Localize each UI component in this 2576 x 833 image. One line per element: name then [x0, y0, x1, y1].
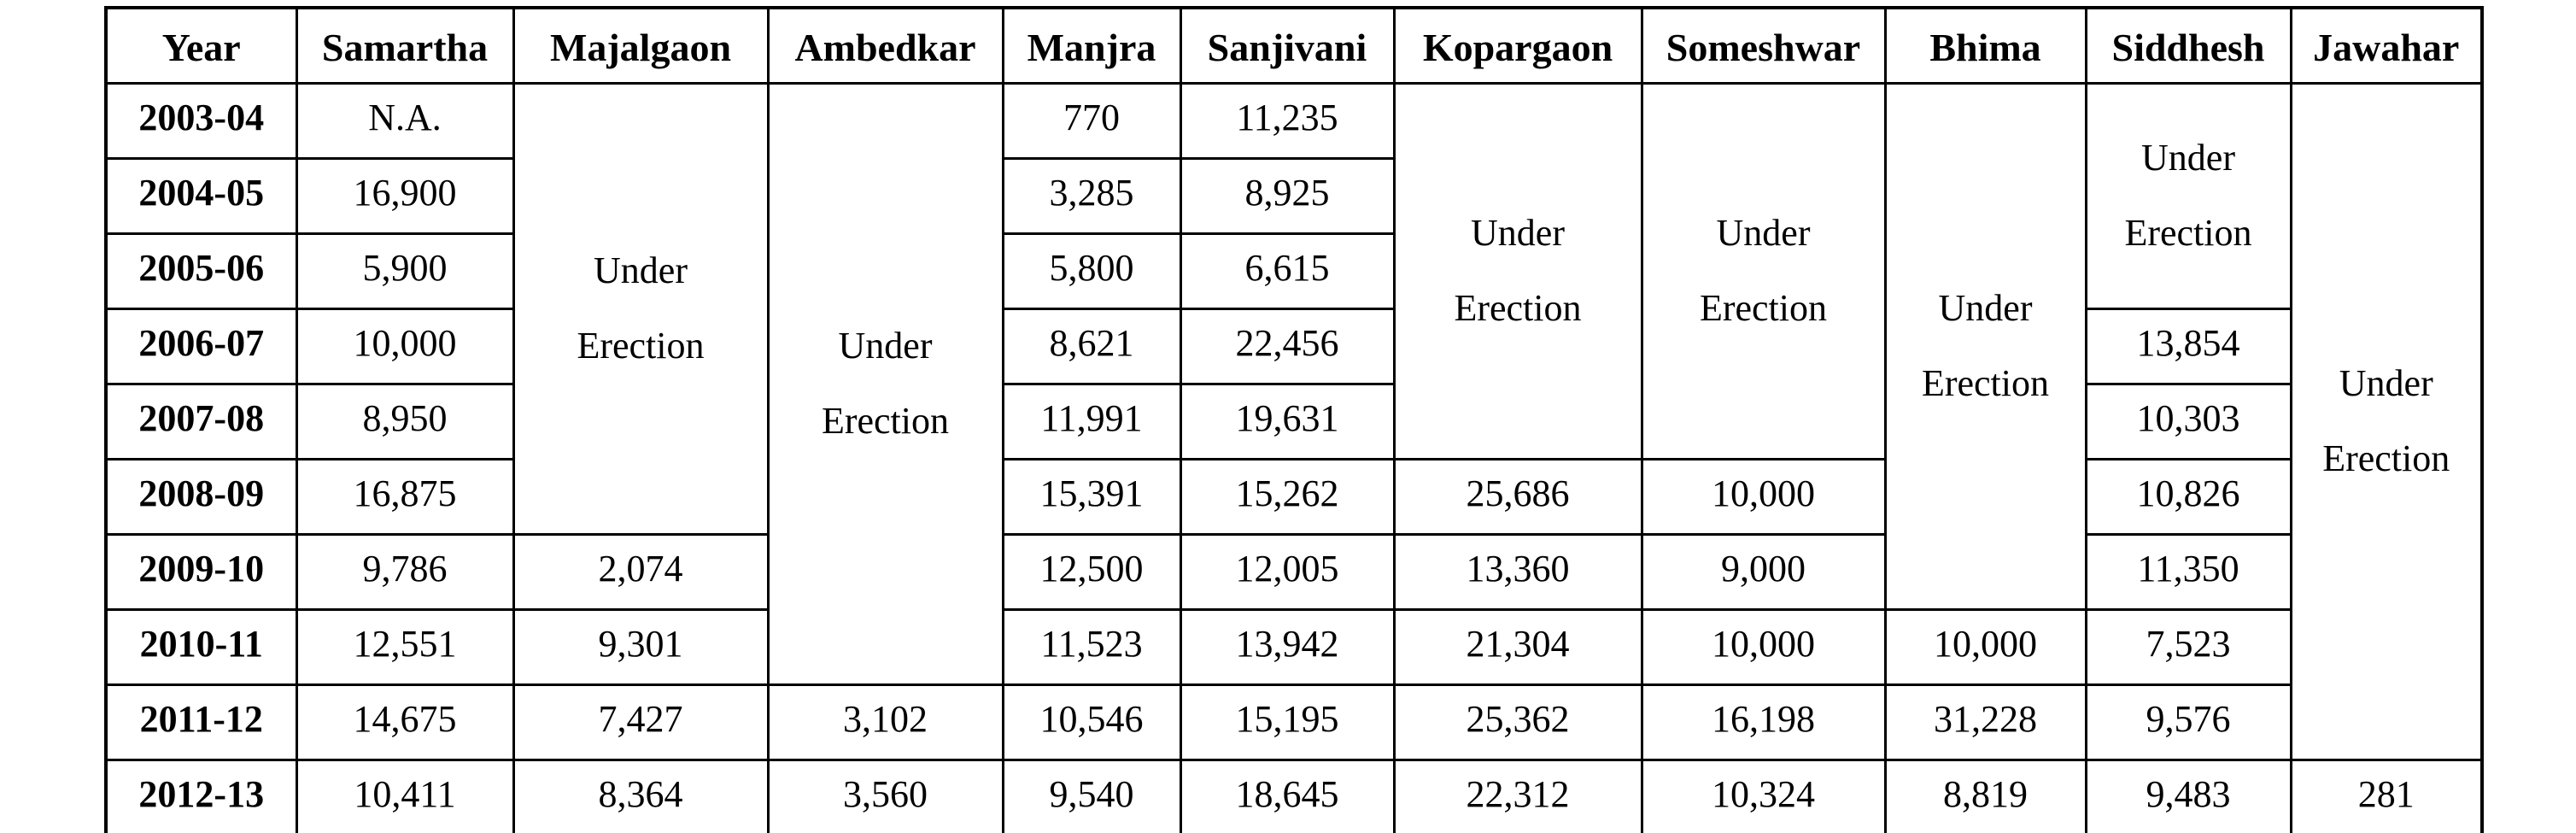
table-cell: 11,350 — [2084, 532, 2292, 611]
table-cell: 10,826 — [2084, 457, 2292, 536]
col-header-siddhesh: Siddhesh — [2084, 6, 2292, 85]
table-row: 2006-07 10,000 8,621 22,456 13,854 — [104, 307, 2482, 385]
col-header-sanjivani: Sanjivani — [1179, 6, 1396, 85]
table-cell: 9,540 — [1001, 758, 1182, 833]
table-row: 2004-05 16,900 3,285 8,925 — [104, 156, 2482, 235]
col-header-jawahar: Jawahar — [2289, 6, 2484, 85]
year-cell: 2011-12 — [104, 683, 298, 761]
table-cell: 10,000 — [1640, 457, 1887, 536]
table-row: 2005-06 5,900 5,800 6,615 — [104, 232, 2482, 310]
table-cell: 6,615 — [1179, 232, 1396, 310]
table-cell: 7,523 — [2084, 607, 2292, 686]
table-cell: 15,262 — [1179, 457, 1396, 536]
table-cell: 3,285 — [1001, 156, 1182, 235]
table-cell: 25,362 — [1392, 683, 1643, 761]
sugar-factories-year-table: Year Samartha Majalgaon Ambedkar Manjra … — [104, 6, 2484, 833]
table-row: 2009-10 9,786 2,074 12,500 12,005 13,360… — [104, 532, 2482, 611]
table-cell: 8,819 — [1883, 758, 2087, 833]
table-cell: 10,324 — [1640, 758, 1887, 833]
table-cell: 8,621 — [1001, 307, 1182, 385]
merged-cell-ambedkar-under-erection: Under Erection — [766, 81, 1004, 686]
table-row: 2003-04 N.A. Under Erection Under Erecti… — [104, 81, 2484, 761]
table-cell: 16,900 — [295, 156, 515, 235]
col-header-kopargaon: Kopargaon — [1392, 6, 1643, 85]
table-cell: 10,546 — [1001, 683, 1182, 761]
table-cell: 11,991 — [1001, 382, 1182, 460]
year-cell: 2004-05 — [104, 156, 298, 235]
table-row: 2010-11 12,551 9,301 11,523 13,942 21,30… — [104, 607, 2482, 686]
table-cell: 8,950 — [295, 382, 515, 460]
table-cell: 19,631 — [1179, 382, 1396, 460]
table-cell: 3,102 — [766, 683, 1004, 761]
col-header-someshwar: Someshwar — [1640, 6, 1887, 85]
table-cell: 31,228 — [1883, 683, 2087, 761]
merged-cell-majalgaon-under-erection: Under Erection — [512, 81, 770, 536]
table-cell: N.A. — [295, 81, 515, 160]
year-cell: 2007-08 — [104, 382, 298, 460]
table-cell: 12,005 — [1179, 532, 1396, 611]
merged-cell-kopargaon-under-erection: Under Erection — [1392, 81, 1643, 460]
table-cell: 281 — [2289, 758, 2484, 833]
table-cell: 12,551 — [295, 607, 515, 686]
table-cell: 25,686 — [1392, 457, 1643, 536]
table-cell: 10,000 — [1640, 607, 1887, 686]
table-cell: 12,500 — [1001, 532, 1182, 611]
table-cell: 8,925 — [1179, 156, 1396, 235]
merged-cell-bhima-under-erection: Under Erection — [1883, 81, 2087, 611]
table-cell: 10,411 — [295, 758, 515, 833]
table-cell: 9,576 — [2084, 683, 2292, 761]
year-cell: 2009-10 — [104, 532, 298, 611]
table-cell: 7,427 — [512, 683, 770, 761]
col-header-ambedkar: Ambedkar — [766, 6, 1004, 85]
table-cell: 22,312 — [1392, 758, 1643, 833]
table-row: 2012-13 10,411 8,364 3,560 9,540 18,645 … — [104, 758, 2484, 833]
merged-cell-jawahar-under-erection: Under Erection — [2289, 81, 2484, 761]
table-cell: 770 — [1001, 81, 1182, 160]
year-cell: 2006-07 — [104, 307, 298, 385]
table-cell: 10,303 — [2084, 382, 2292, 460]
year-cell: 2012-13 — [104, 758, 298, 833]
table-cell: 9,483 — [2084, 758, 2292, 833]
table-cell: 11,235 — [1179, 81, 1396, 160]
table-cell: 9,000 — [1640, 532, 1887, 611]
col-header-samartha: Samartha — [295, 6, 515, 85]
table-cell: 10,000 — [1883, 607, 2087, 686]
year-cell: 2008-09 — [104, 457, 298, 536]
table-cell: 15,391 — [1001, 457, 1182, 536]
merged-cell-siddhesh-under-erection: Under Erection — [2084, 81, 2292, 310]
table-cell: 9,301 — [512, 607, 770, 686]
table-cell: 11,523 — [1001, 607, 1182, 686]
table-row: 2008-09 16,875 15,391 15,262 25,686 10,0… — [104, 457, 2482, 536]
table-cell: 15,195 — [1179, 683, 1396, 761]
col-header-manjra: Manjra — [1001, 6, 1182, 85]
table-cell: 13,360 — [1392, 532, 1643, 611]
table-cell: 16,875 — [295, 457, 515, 536]
table-cell: 3,560 — [766, 758, 1004, 833]
year-cell: 2010-11 — [104, 607, 298, 686]
table-cell: 21,304 — [1392, 607, 1643, 686]
table-row: 2007-08 8,950 11,991 19,631 10,303 — [104, 382, 2482, 460]
year-cell: 2003-04 — [104, 81, 298, 160]
table-cell: 14,675 — [295, 683, 515, 761]
table-cell: 22,456 — [1179, 307, 1396, 385]
table-cell: 10,000 — [295, 307, 515, 385]
table-cell: 8,364 — [512, 758, 770, 833]
table-cell: 16,198 — [1640, 683, 1887, 761]
col-header-year: Year — [104, 6, 298, 85]
header-row: Year Samartha Majalgaon Ambedkar Manjra … — [104, 6, 2484, 85]
table-cell: 2,074 — [512, 532, 770, 611]
table-cell: 18,645 — [1179, 758, 1396, 833]
col-header-bhima: Bhima — [1883, 6, 2087, 85]
table-cell: 9,786 — [295, 532, 515, 611]
table-cell: 13,854 — [2084, 307, 2292, 385]
year-cell: 2005-06 — [104, 232, 298, 310]
table-row: 2011-12 14,675 7,427 3,102 10,546 15,195… — [104, 683, 2482, 761]
merged-cell-someshwar-under-erection: Under Erection — [1640, 81, 1887, 460]
col-header-majalgaon: Majalgaon — [512, 6, 770, 85]
table-cell: 13,942 — [1179, 607, 1396, 686]
table-cell: 5,800 — [1001, 232, 1182, 310]
table-cell: 5,900 — [295, 232, 515, 310]
